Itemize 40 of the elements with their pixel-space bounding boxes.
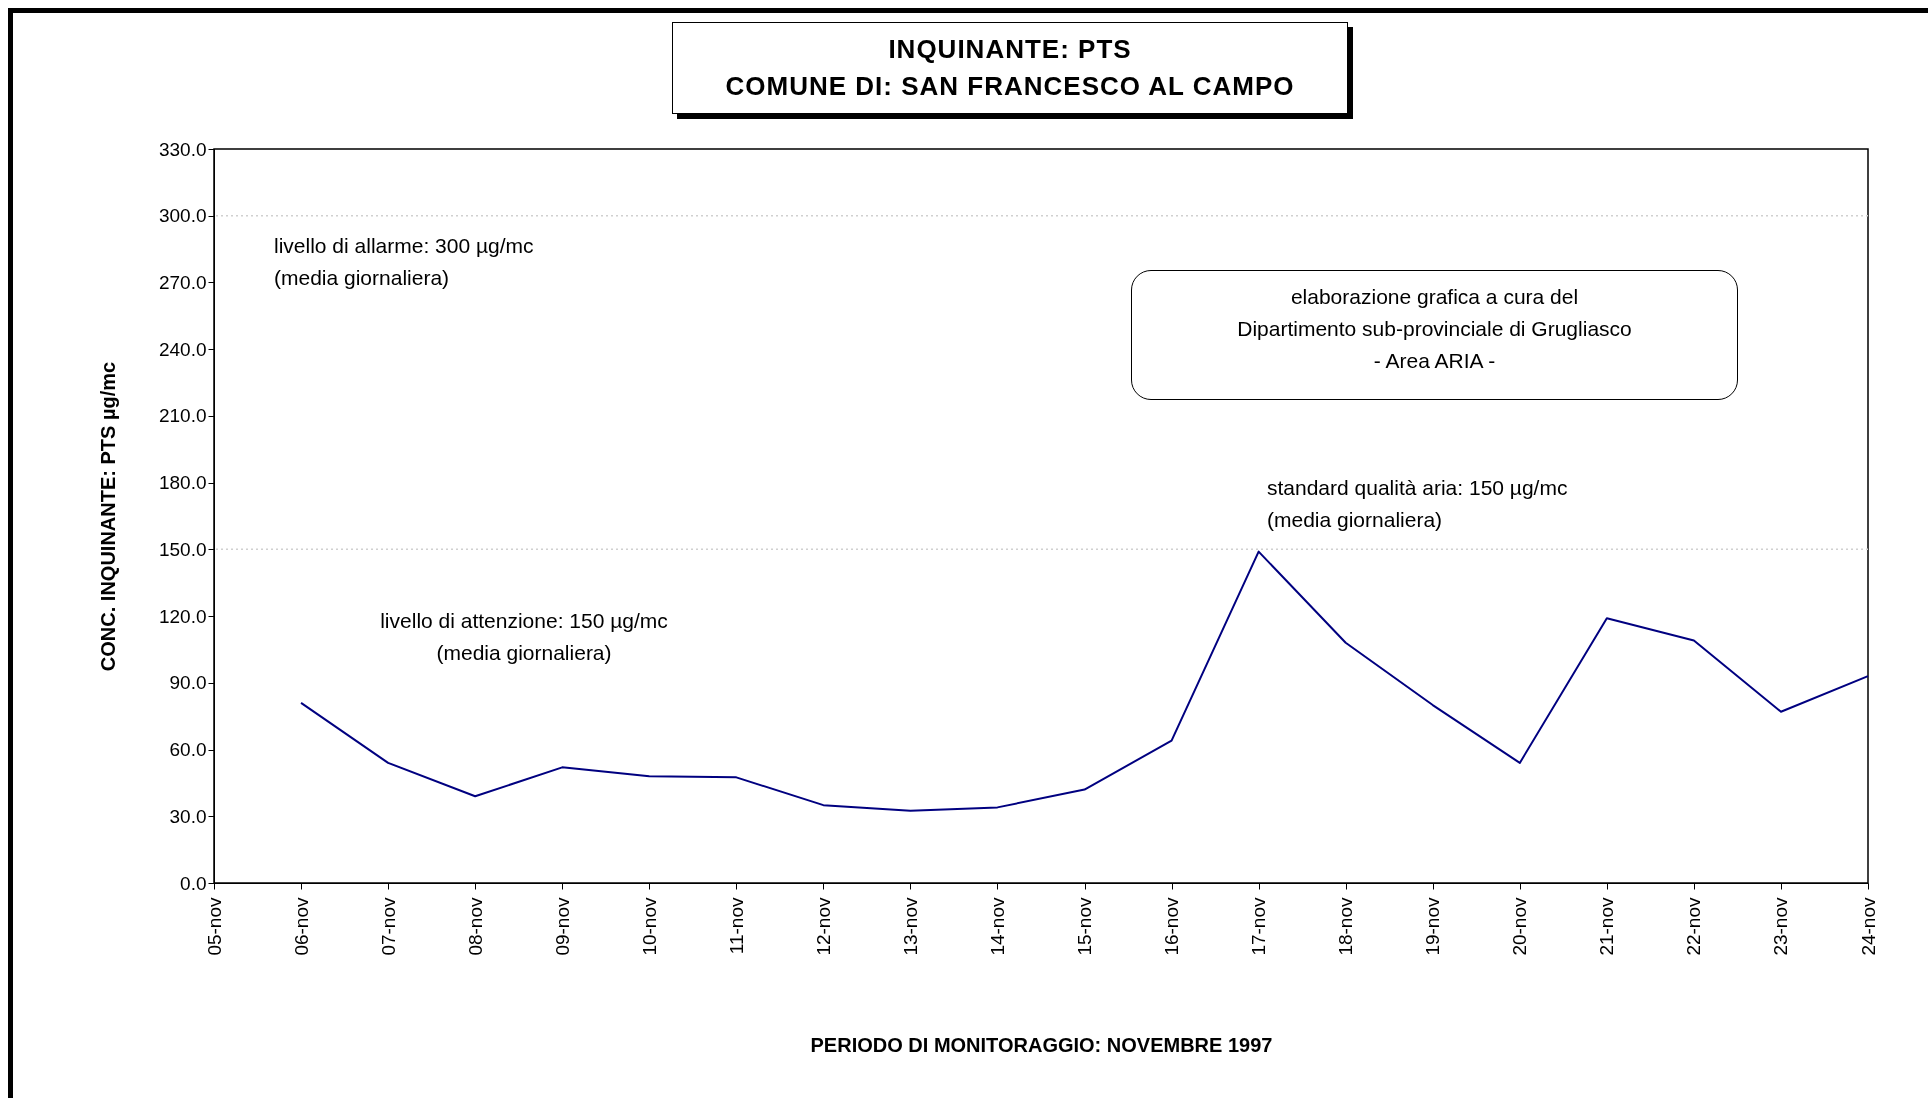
y-axis-title: CONC. INQUINANTE: PTS µg/mc [96, 361, 119, 672]
x-axis-title: PERIODO DI MONITORAGGIO: NOVEMBRE 1997 [810, 1033, 1273, 1056]
y-tick-label: 240.0 [158, 338, 207, 360]
x-tick-label: 16-nov [1161, 897, 1183, 956]
y-tick-label: 30.0 [169, 805, 207, 827]
y-tick-label: 180.0 [158, 472, 207, 494]
y-tick-label: 0.0 [180, 872, 207, 894]
x-tick-label: 06-nov [290, 897, 312, 956]
x-tick-label: 24-nov [1857, 897, 1879, 956]
x-tick-label: 05-nov [203, 897, 225, 956]
ref-line-label: livello di allarme: 300 µg/mc (media giornaliera) [274, 233, 534, 289]
y-tick-label: 210.0 [158, 405, 207, 427]
x-tick-label: 14-nov [986, 897, 1008, 956]
x-tick-label: 07-nov [377, 897, 399, 956]
x-tick-label: 22-nov [1683, 897, 1705, 956]
y-tick-label: 120.0 [158, 605, 207, 627]
x-tick-label: 18-nov [1335, 897, 1357, 956]
y-tick-label: 60.0 [169, 739, 207, 761]
y-tick-label: 150.0 [158, 538, 207, 560]
x-tick-label: 10-nov [638, 897, 660, 956]
x-tick-label: 23-nov [1770, 897, 1792, 956]
x-tick-label: 08-nov [464, 897, 486, 956]
annotation: elaborazione grafica a cura del Dipartimento sub-provinciale di Grugliasco - Area ARIA - [1131, 270, 1738, 400]
y-tick-label: 90.0 [169, 672, 207, 694]
y-tick-label: 300.0 [158, 205, 207, 227]
chart-title: INQUINANTE: PTS COMUNE DI: SAN FRANCESCO AL CAMPO [672, 22, 1348, 114]
x-tick-label: 19-nov [1422, 897, 1444, 956]
y-tick-label: 330.0 [158, 138, 207, 160]
x-tick-label: 13-nov [899, 897, 921, 956]
x-tick-label: 21-nov [1596, 897, 1618, 956]
x-tick-label: 17-nov [1248, 897, 1270, 956]
x-tick-label: 20-nov [1509, 897, 1531, 956]
ref-line-label: standard qualità aria: 150 µg/mc (media giornaliera) [1267, 476, 1568, 532]
x-tick-label: 15-nov [1074, 897, 1096, 956]
line-series [300, 550, 1869, 812]
x-tick-label: 09-nov [551, 897, 573, 956]
x-tick-label: 12-nov [812, 897, 834, 956]
annotation: livello di attenzione: 150 µg/mc (media giornaliera) [380, 609, 668, 664]
x-tick-label: 11-nov [725, 897, 747, 955]
y-tick-label: 270.0 [158, 271, 207, 293]
